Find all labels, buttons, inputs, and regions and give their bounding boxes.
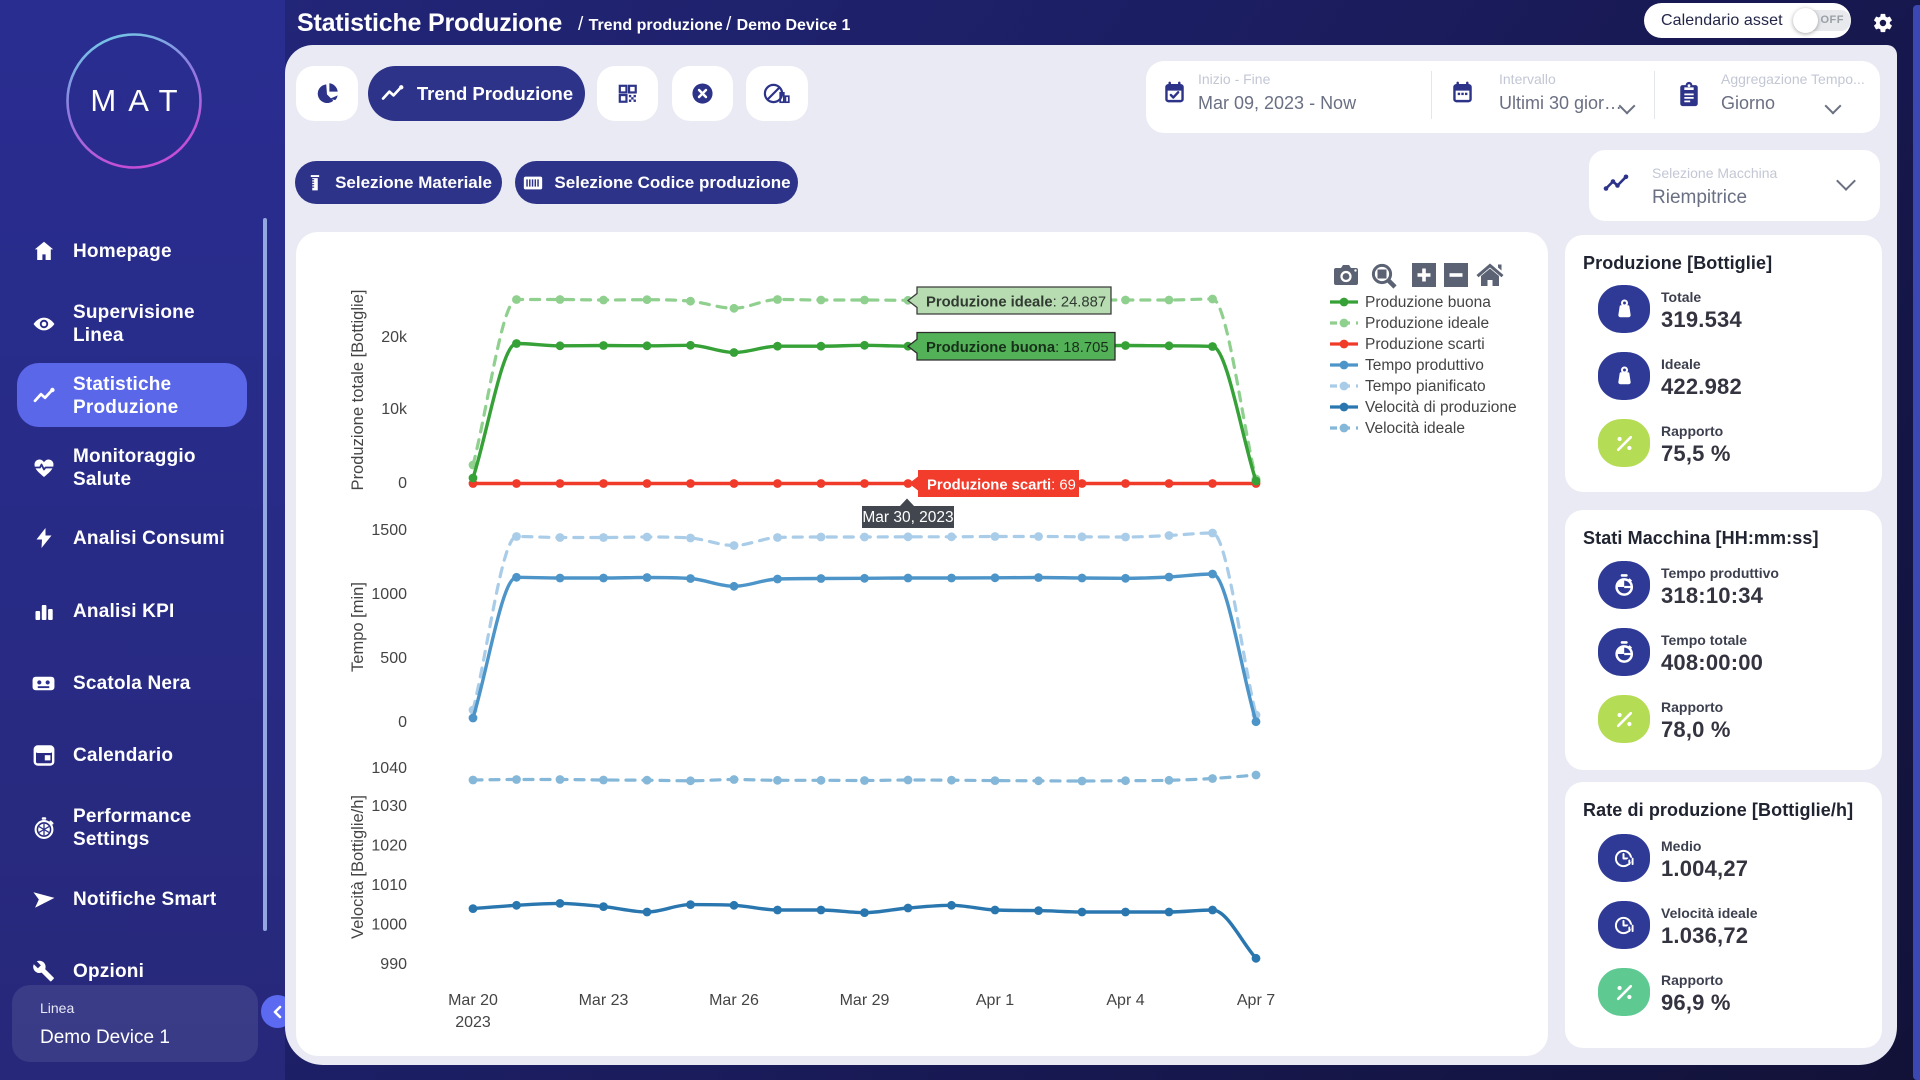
svg-text:Tempo [min]: Tempo [min] <box>349 582 367 672</box>
svg-text:0: 0 <box>398 475 407 492</box>
svg-text:Produzione scarti: 69: Produzione scarti: 69 <box>927 478 1076 494</box>
svg-text:Produzione scarti: Produzione scarti <box>1365 336 1485 353</box>
svg-text:0: 0 <box>398 714 407 731</box>
svg-text:1000: 1000 <box>371 917 407 934</box>
svg-text:Produzione ideale: Produzione ideale <box>1365 315 1489 332</box>
svg-text:Velocità ideale: Velocità ideale <box>1365 420 1465 437</box>
svg-text:Tempo produttivo: Tempo produttivo <box>1365 357 1484 374</box>
svg-text:1010: 1010 <box>371 877 407 894</box>
svg-text:500: 500 <box>380 650 407 667</box>
svg-text:1000: 1000 <box>371 586 407 603</box>
svg-text:Produzione totale [Bottiglie]: Produzione totale [Bottiglie] <box>349 290 367 491</box>
svg-text:Mar 29: Mar 29 <box>840 992 890 1009</box>
svg-text:1020: 1020 <box>371 838 407 855</box>
svg-text:Velocità [Bottiglie/h]: Velocità [Bottiglie/h] <box>349 795 367 939</box>
svg-text:Velocità di produzione: Velocità di produzione <box>1365 399 1517 416</box>
svg-text:Mar 30, 2023: Mar 30, 2023 <box>862 509 953 526</box>
svg-text:990: 990 <box>380 956 407 973</box>
svg-text:Produzione ideale: 24.887: Produzione ideale: 24.887 <box>926 295 1106 311</box>
svg-text:Mar 20: Mar 20 <box>448 992 498 1009</box>
svg-text:Produzione buona: 18.705: Produzione buona: 18.705 <box>926 340 1109 356</box>
svg-text:1500: 1500 <box>371 522 407 539</box>
svg-text:Produzione buona: Produzione buona <box>1365 294 1491 311</box>
svg-text:10k: 10k <box>381 401 408 418</box>
svg-text:20k: 20k <box>381 329 408 346</box>
svg-text:Apr 1: Apr 1 <box>976 992 1014 1009</box>
svg-text:2023: 2023 <box>455 1014 491 1031</box>
svg-text:Mar 23: Mar 23 <box>579 992 629 1009</box>
svg-text:Apr 7: Apr 7 <box>1237 992 1275 1009</box>
svg-text:Mar 26: Mar 26 <box>709 992 759 1009</box>
svg-text:1040: 1040 <box>371 760 407 777</box>
svg-text:Tempo pianificato: Tempo pianificato <box>1365 378 1486 395</box>
svg-text:1030: 1030 <box>371 798 407 815</box>
svg-text:Apr 4: Apr 4 <box>1106 992 1144 1009</box>
